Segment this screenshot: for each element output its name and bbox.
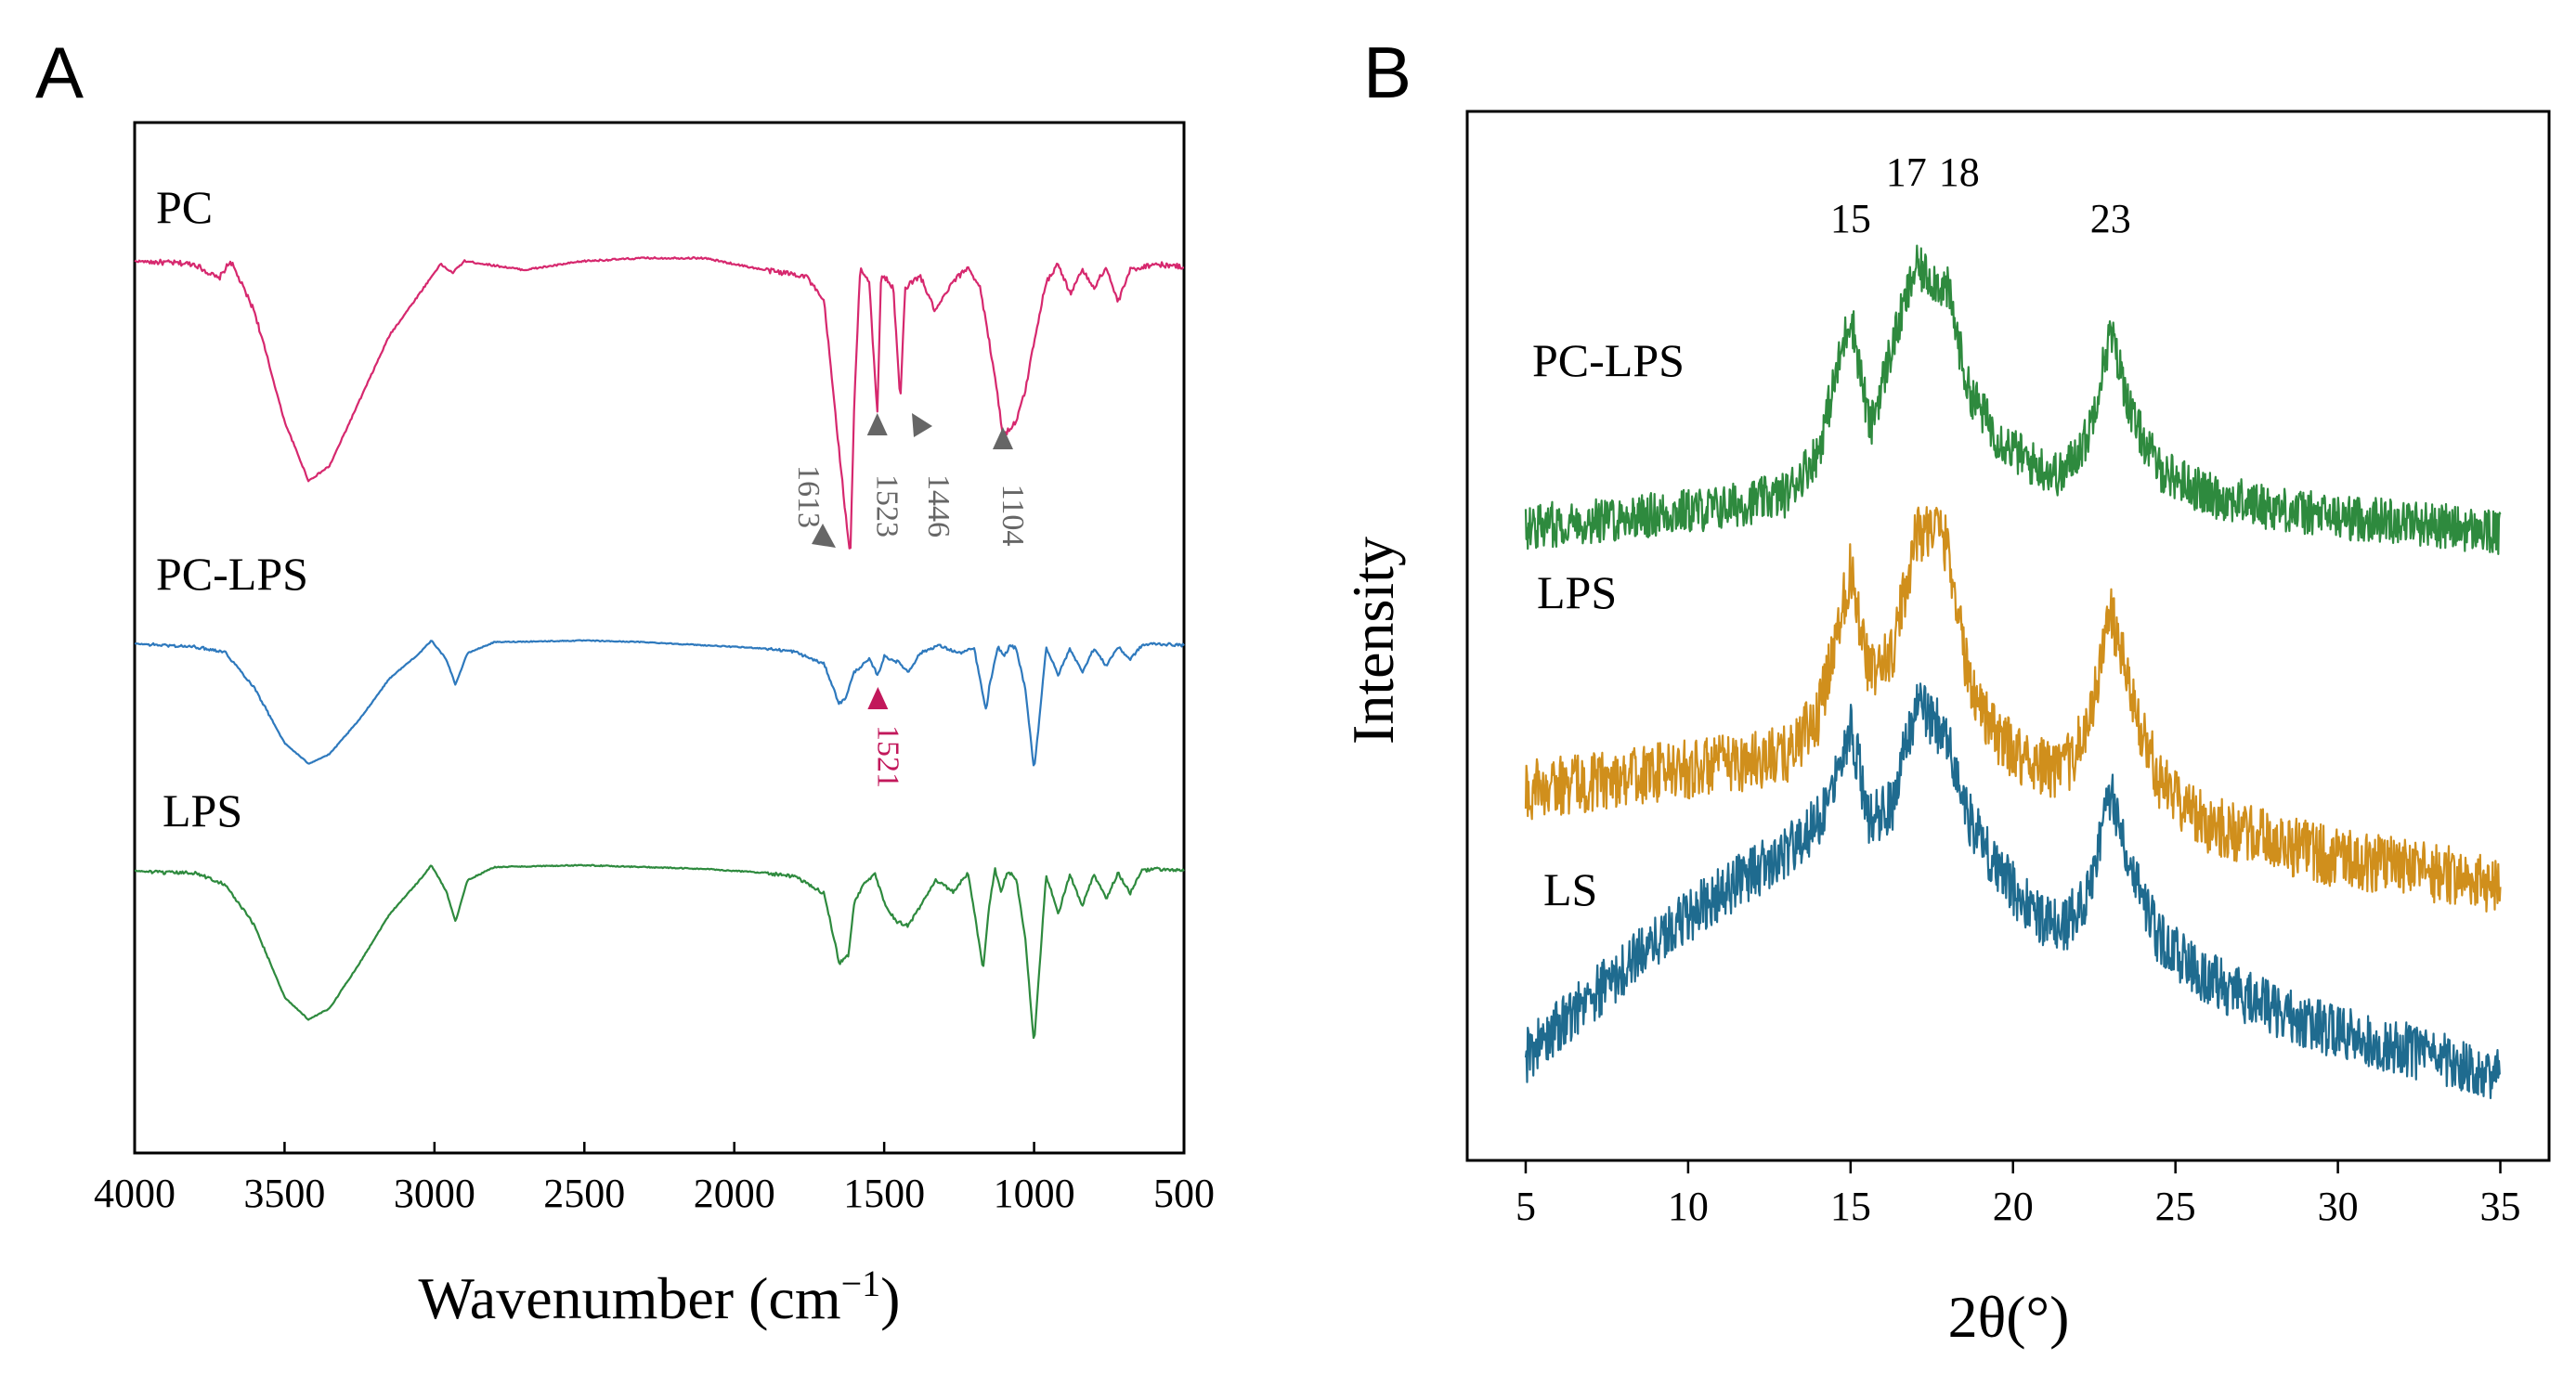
annotation-arrow [866,413,888,435]
panel-a-series-pc [134,256,1185,550]
panel-a-plot-frame [133,121,1186,1155]
annotation-label: 1521 [870,725,904,788]
panel-a-label-pc-lps: PC-LPS [156,548,308,600]
panel-b-x-tick-label: 35 [2480,1184,2521,1229]
annotation-arrow [912,413,932,437]
panel-b-peak-label: 17 [1886,149,1927,195]
panel-b-plot-frame [1465,110,2551,1162]
panel-b-x-tick-label: 25 [2155,1184,2196,1229]
annotation-label: 1104 [995,485,1030,547]
panel-a-x-tick-label: 3000 [394,1171,475,1216]
panel-b-x-tick-label: 20 [1993,1184,2034,1229]
panel-a-letter: A [35,32,84,113]
panel-a-x-tick-label: 3500 [243,1171,325,1216]
panel-b-series-ls [1524,682,2502,1100]
panel-b-letter: B [1363,32,1412,113]
annotation-label: 1446 [921,474,956,538]
annotation-arrow [992,427,1013,449]
panel-a-x-tick-label: 1500 [843,1171,925,1216]
panel-a-curves [134,256,1185,1040]
panel-b-peak-labels: 15 17 18 23 [1830,149,2131,241]
panel-a-x-tick-label: 500 [1153,1171,1215,1216]
panel-b-series-pc-lps [1524,244,2502,555]
panel-b: B 5 10 15 20 25 30 35 2θ(°) Intensity PC-LPS L… [1340,32,2551,1350]
panel-b-peak-label: 18 [1939,149,1980,195]
panel-b-x-ticks: 5 10 15 20 25 30 35 [1516,1160,2521,1229]
panel-b-label-ls: LS [1543,863,1597,915]
panel-b-label-lps: LPS [1537,566,1617,618]
annotation-label: 1613 [791,465,826,528]
panel-a: A 4000 3500 3000 2500 2000 1500 1000 500 Wavenu… [35,32,1215,1331]
panel-a-annotations: 1613 1523 1446 1104 1521 [791,413,1030,788]
annotation-label: 1523 [870,474,904,538]
panel-b-x-tick-label: 15 [1830,1184,1871,1229]
panel-a-series-pc-lps [134,639,1185,767]
panel-a-x-tick-label: 4000 [94,1171,176,1216]
panel-b-label-pc-lps: PC-LPS [1532,334,1685,386]
panel-b-peak-label: 15 [1830,196,1871,241]
panel-a-x-axis-title: Wavenumber (cm−1) [419,1263,901,1331]
panel-b-series-lps [1524,506,2502,913]
panel-b-x-tick-label: 10 [1668,1184,1709,1229]
panel-b-y-axis-title: Intensity [1340,537,1406,745]
panel-a-label-pc: PC [156,181,213,233]
panel-a-series-lps [134,863,1185,1040]
panel-a-x-tick-label: 2000 [694,1171,775,1216]
panel-b-peak-label: 23 [2090,196,2131,241]
panel-b-x-tick-label: 30 [2318,1184,2359,1229]
panel-a-x-tick-label: 2500 [543,1171,625,1216]
panel-a-x-ticks: 4000 3500 3000 2500 2000 1500 1000 500 [94,1142,1215,1216]
panel-a-x-tick-label: 1000 [994,1171,1075,1216]
panel-b-x-tick-label: 5 [1516,1184,1536,1229]
annotation-arrow [812,524,836,548]
panel-b-x-axis-title: 2θ(°) [1948,1284,2070,1350]
annotation-arrow [867,687,889,709]
panel-a-label-lps: LPS [163,784,242,836]
panel-b-curves [1524,244,2502,1100]
